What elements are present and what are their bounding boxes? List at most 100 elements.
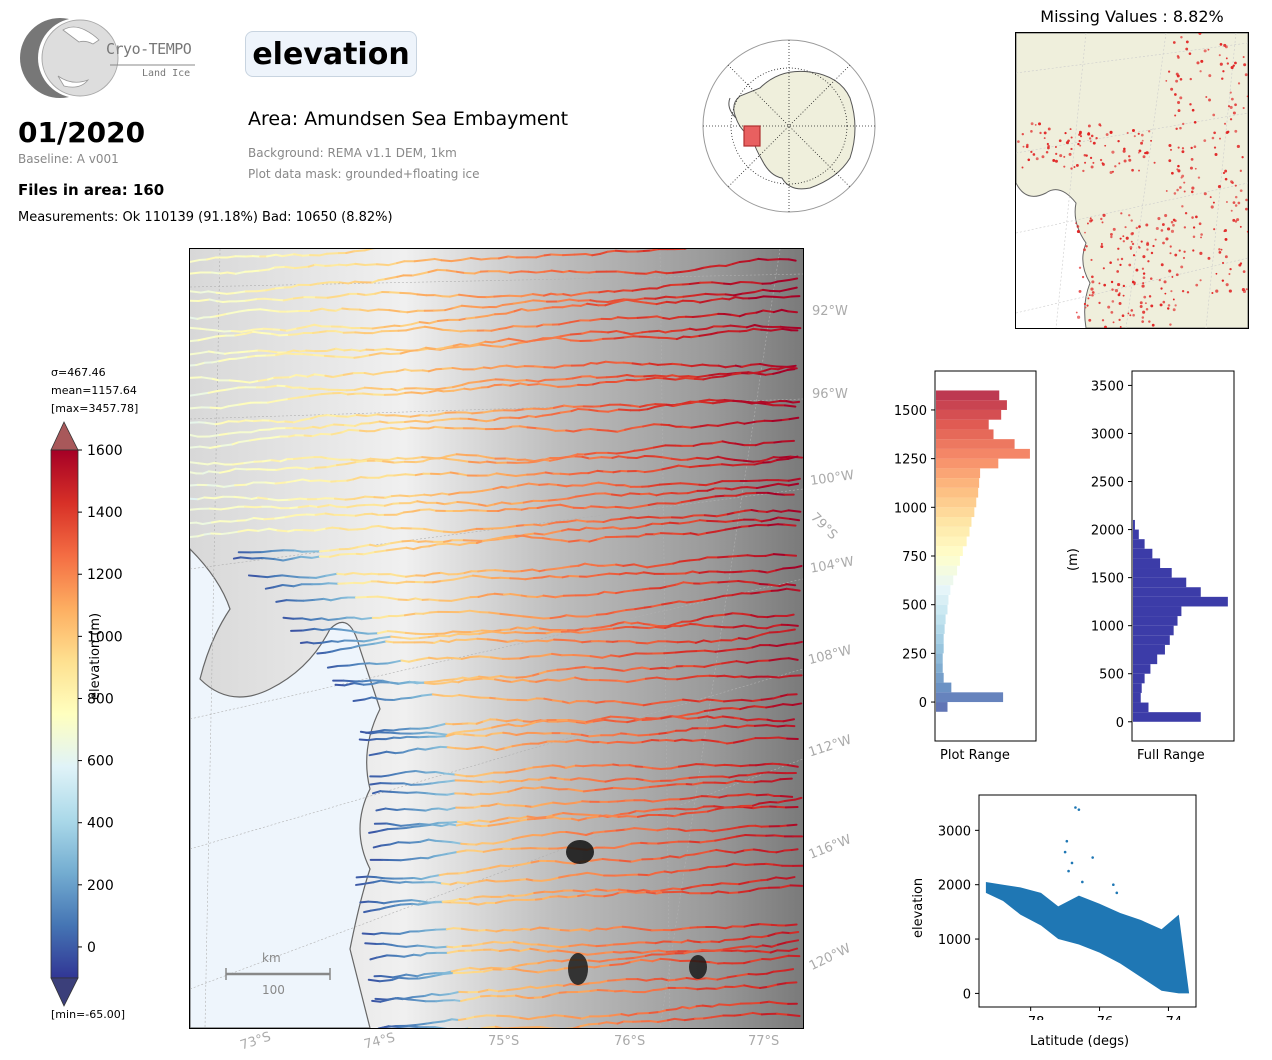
track-segment bbox=[240, 328, 254, 333]
missing-value-point bbox=[1058, 139, 1062, 143]
track-segment bbox=[722, 324, 732, 328]
track-segment bbox=[445, 779, 457, 783]
track-segment bbox=[395, 546, 408, 551]
track-segment bbox=[330, 648, 343, 653]
missing-value-point bbox=[1110, 310, 1114, 314]
track-segment bbox=[345, 461, 358, 466]
track-segment bbox=[668, 424, 677, 428]
track-segment bbox=[524, 532, 536, 536]
missing-value-point bbox=[1181, 147, 1185, 150]
track-segment bbox=[723, 457, 736, 461]
track-segment bbox=[302, 425, 314, 430]
track-segment bbox=[317, 504, 331, 509]
track-segment bbox=[639, 927, 653, 932]
track-segment bbox=[195, 361, 206, 367]
track-segment bbox=[774, 295, 785, 299]
track-segment bbox=[546, 678, 561, 682]
track-segment bbox=[326, 423, 336, 428]
track-segment bbox=[652, 444, 667, 449]
track-segment bbox=[426, 974, 436, 979]
track-segment bbox=[769, 949, 779, 954]
track-segment bbox=[524, 891, 536, 897]
stat-mean: mean=1157.64 bbox=[51, 384, 137, 397]
track-segment bbox=[405, 546, 415, 551]
track-segment bbox=[344, 581, 355, 585]
track-segment bbox=[536, 504, 550, 510]
missing-value-point bbox=[1087, 222, 1089, 225]
missing-value-point bbox=[1027, 158, 1031, 162]
track-segment bbox=[329, 553, 342, 558]
track-segment bbox=[625, 572, 638, 575]
missing-value-point bbox=[1165, 80, 1168, 82]
missing-value-point bbox=[1149, 277, 1153, 280]
track-segment bbox=[551, 529, 564, 534]
track-segment bbox=[532, 626, 541, 630]
track-segment bbox=[447, 638, 458, 643]
track-segment bbox=[662, 952, 677, 956]
track-segment bbox=[446, 949, 460, 954]
track-segment bbox=[642, 888, 653, 893]
missing-value-point bbox=[1221, 261, 1225, 265]
track-segment bbox=[483, 968, 495, 973]
track-segment bbox=[319, 425, 329, 430]
missing-value-point bbox=[1099, 124, 1102, 127]
track-segment bbox=[437, 780, 448, 784]
hist-bar bbox=[936, 575, 954, 586]
track-segment bbox=[316, 281, 331, 285]
track-segment bbox=[635, 571, 645, 575]
missing-value-point bbox=[1167, 307, 1170, 310]
track-segment bbox=[380, 774, 390, 778]
missing-value-point bbox=[1123, 147, 1126, 151]
missing-value-point bbox=[1032, 153, 1036, 156]
track-segment bbox=[465, 896, 476, 901]
track-segment bbox=[761, 944, 773, 948]
track-segment bbox=[588, 270, 598, 274]
track-segment bbox=[581, 330, 592, 335]
track-segment bbox=[768, 644, 778, 648]
track-segment bbox=[745, 324, 756, 329]
track-segment bbox=[597, 481, 610, 486]
track-segment bbox=[793, 796, 803, 801]
track-segment bbox=[603, 893, 614, 898]
track-segment bbox=[360, 616, 374, 621]
track-segment bbox=[517, 815, 529, 820]
track-segment bbox=[670, 765, 680, 770]
track-segment bbox=[369, 457, 384, 461]
track-segment bbox=[767, 932, 777, 937]
track-segment bbox=[521, 996, 530, 999]
track-segment bbox=[197, 298, 211, 303]
logo-title: Cryo-TEMPO bbox=[106, 40, 192, 58]
missing-value-point bbox=[1168, 143, 1172, 148]
track-segment bbox=[643, 808, 655, 813]
track-segment bbox=[737, 889, 751, 894]
track-segment bbox=[616, 270, 627, 274]
track-segment bbox=[708, 674, 719, 678]
track-segment bbox=[630, 621, 639, 625]
track-segment bbox=[754, 824, 763, 828]
track-segment bbox=[526, 962, 540, 965]
missing-value-point bbox=[1082, 169, 1085, 173]
track-segment bbox=[720, 882, 732, 885]
track-segment bbox=[469, 386, 483, 391]
missing-value-point bbox=[1170, 229, 1175, 233]
track-segment bbox=[696, 710, 706, 715]
track-segment bbox=[508, 294, 523, 298]
track-segment bbox=[497, 989, 509, 993]
hist-bar bbox=[1133, 539, 1145, 549]
colorbar-tick-label: 1400 bbox=[87, 505, 123, 521]
colorbar-tick-label: 0 bbox=[87, 940, 96, 956]
track-segment bbox=[402, 510, 414, 514]
track-segment bbox=[733, 937, 745, 941]
track-segment bbox=[569, 928, 583, 932]
hist-tick-label: 3500 bbox=[1091, 379, 1124, 394]
missing-value-point bbox=[1203, 139, 1207, 142]
track-segment bbox=[728, 441, 737, 445]
baseline-label: Baseline: A v001 bbox=[18, 152, 119, 166]
track-segment bbox=[505, 457, 519, 461]
track-segment bbox=[268, 350, 280, 354]
track-segment bbox=[565, 676, 577, 681]
track-segment bbox=[606, 299, 616, 303]
track-segment bbox=[727, 660, 738, 664]
missing-value-point bbox=[1133, 281, 1136, 285]
track-segment bbox=[787, 455, 799, 460]
